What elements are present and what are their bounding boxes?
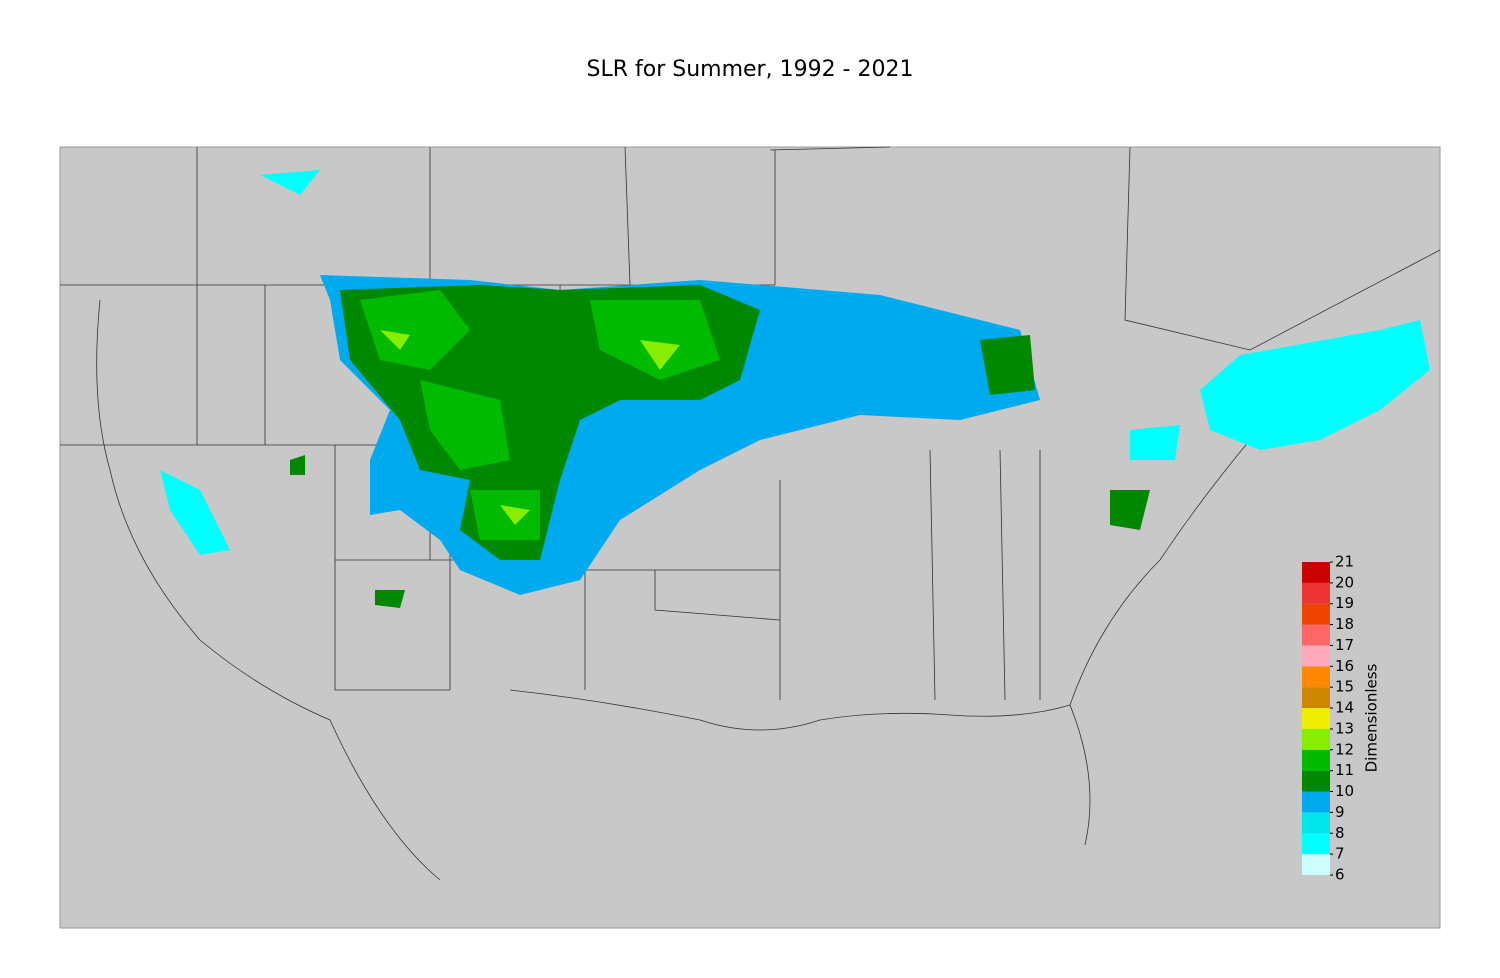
colorbar-tick-label: 8 [1335, 824, 1345, 842]
colorbar-tick-label: 20 [1335, 573, 1354, 591]
colorbar-tick-label: 13 [1335, 719, 1354, 737]
slr-region [380, 330, 680, 525]
colorbar-tick-label: 6 [1335, 866, 1345, 884]
colorbar-tick-label: 17 [1335, 636, 1354, 654]
colorbar-tick-label: 16 [1335, 657, 1354, 675]
colorbar-swatch [1302, 603, 1330, 625]
map-title: SLR for Summer, 1992 - 2021 [587, 57, 914, 82]
colorbar-swatch [1302, 708, 1330, 729]
colorbar-tick-label: 19 [1335, 594, 1354, 612]
colorbar-tick-label: 12 [1335, 740, 1354, 758]
colorbar-swatch [1302, 562, 1330, 583]
colorbar-swatch [1302, 749, 1330, 771]
colorbar-swatch [1302, 728, 1330, 750]
colorbar-swatch [1302, 687, 1330, 709]
colorbar-label: Dimensionless [1363, 663, 1381, 772]
slr-region [360, 290, 720, 540]
colorbar-swatch [1302, 770, 1330, 792]
colorbar-swatch [1302, 791, 1330, 813]
colorbar-tick-label: 9 [1335, 803, 1345, 821]
colorbar-swatch [1302, 624, 1330, 646]
colorbar-swatch [1302, 645, 1330, 667]
colorbar-tick-label: 15 [1335, 678, 1354, 696]
colorbar-tick-label: 14 [1335, 699, 1354, 717]
colorbar-tick-label: 18 [1335, 615, 1354, 633]
colorbar: 6 7 8 9 10 11 12 13 14 15 16 17 18 19 20 21 [1302, 553, 1354, 884]
colorbar-tick-label: 10 [1335, 782, 1354, 800]
colorbar-tick-label: 7 [1335, 845, 1345, 863]
map-area [59, 146, 1441, 929]
colorbar-swatch [1302, 812, 1330, 834]
colorbar-swatch [1302, 582, 1330, 604]
colorbar-tick-label: 11 [1335, 761, 1354, 779]
colorbar-swatch [1302, 854, 1330, 875]
colorbar-swatch [1302, 666, 1330, 688]
colorbar-tick-label: 21 [1335, 553, 1354, 571]
colorbar-swatch [1302, 833, 1330, 855]
slr-field [160, 170, 1430, 608]
